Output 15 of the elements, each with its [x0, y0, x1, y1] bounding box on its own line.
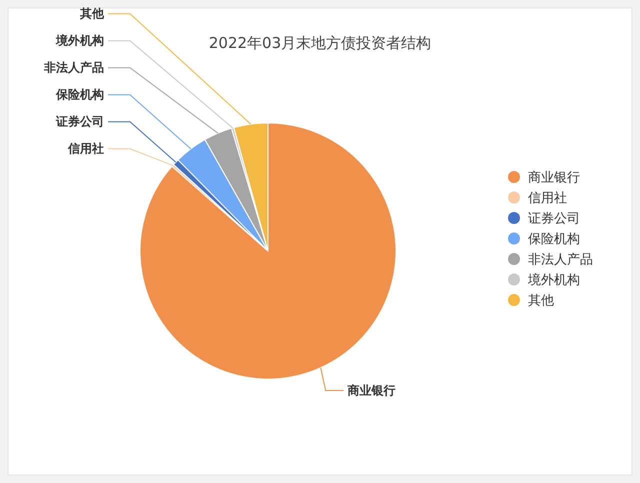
slice-label: 商业银行: [346, 383, 396, 398]
legend-label: 信用社: [528, 191, 567, 206]
slice-label: 非法人产品: [43, 60, 104, 75]
slice-label: 其他: [79, 6, 105, 21]
slice-label: 保险机构: [55, 88, 104, 102]
legend-label: 保险机构: [528, 232, 580, 247]
legend-label: 境外机构: [527, 272, 580, 288]
slice-label: 境外机构: [55, 34, 104, 48]
legend-label: 其他: [528, 294, 554, 308]
text: 2022年03月末地方债投资者结构: [208, 34, 432, 52]
legend-label: 非法人产品: [528, 252, 593, 268]
slice-label: 证券公司: [55, 114, 104, 129]
legend-label: 商业银行: [528, 170, 580, 186]
legend-label: 证券公司: [528, 212, 580, 226]
slice-label: 信用社: [67, 142, 104, 156]
